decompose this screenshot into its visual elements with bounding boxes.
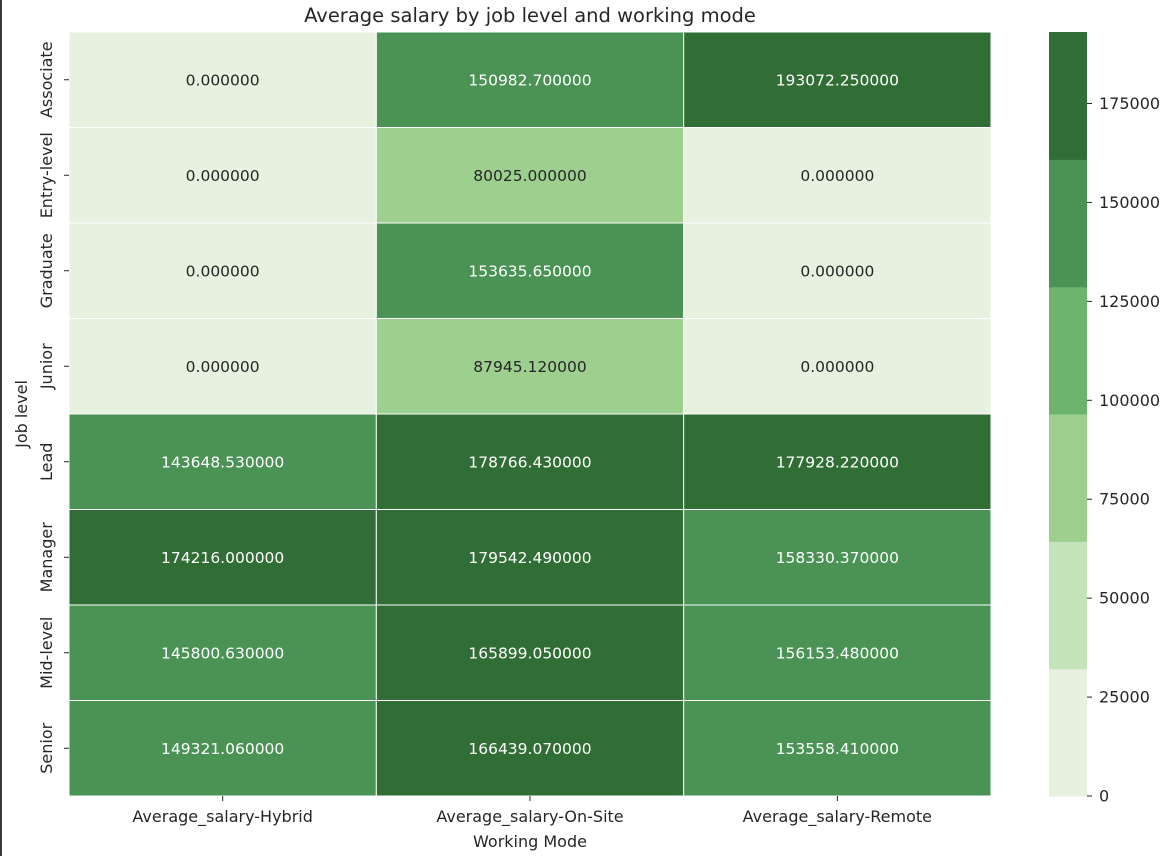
x-tick-label: Average_salary-Remote (743, 807, 932, 827)
colorbar-segment (1049, 541, 1087, 670)
heatmap-cell-label: 0.000000 (186, 71, 260, 89)
x-axis-ticks: Average_salary-Hybrid Average_salary-On-S… (132, 796, 932, 827)
heatmap-cell-label: 0.000000 (800, 358, 874, 376)
heatmap-cell (68, 604, 377, 701)
heatmap-cell (68, 318, 377, 415)
colorbar-segment (1049, 159, 1087, 288)
heatmap-cell-label: 143648.530000 (161, 453, 284, 471)
heatmap-cell (375, 700, 685, 797)
heatmap-cell-label: 80025.000000 (473, 167, 586, 185)
colorbar-segment (1049, 286, 1087, 415)
y-tick-label: Lead (37, 443, 56, 481)
heatmap-cell-label: 87945.120000 (473, 358, 586, 376)
chart-title: Average salary by job level and working … (304, 4, 756, 27)
heatmap-cell-label: 0.000000 (800, 167, 874, 185)
colorbar-tick-label: 0 (1099, 787, 1109, 806)
heatmap-cell (68, 413, 377, 510)
heatmap-cell-label: 165899.050000 (468, 644, 591, 662)
heatmap-cell (683, 700, 992, 797)
x-tick-label: Average_salary-On-Site (436, 807, 623, 827)
heatmap-cell-labels: 0.000000 150982.700000 193072.250000 0.0000… (161, 71, 899, 758)
heatmap-cell (375, 604, 685, 701)
heatmap-cell (68, 31, 377, 128)
colorbar-tick-label: 100000 (1099, 391, 1160, 410)
y-tick-label: Manager (37, 522, 56, 593)
x-axis-label: Working Mode (473, 832, 587, 851)
heatmap-cell-label: 177928.220000 (776, 453, 899, 471)
heatmap-cell (683, 413, 992, 510)
colorbar-tick-label: 175000 (1099, 94, 1160, 113)
colorbar-segment (1049, 414, 1087, 542)
colorbar-tick-label: 50000 (1099, 589, 1150, 608)
heatmap-cell (683, 318, 992, 415)
y-tick-label: Mid-level (37, 617, 56, 689)
heatmap-cell (68, 509, 377, 606)
heatmap-cell-label: 179542.490000 (468, 549, 591, 567)
heatmap-cell-label: 178766.430000 (468, 453, 591, 471)
heatmap-cell-label: 156153.480000 (776, 644, 899, 662)
y-tick-label: Junior (37, 343, 56, 390)
heatmap-cell (375, 222, 685, 319)
heatmap-cell (375, 318, 685, 415)
heatmap-cell (683, 31, 992, 128)
heatmap-cell (683, 509, 992, 606)
window-left-edge (0, 0, 2, 856)
y-tick-label: Entry-level (37, 132, 56, 218)
colorbar-segment (1049, 668, 1087, 797)
y-axis-ticks: Associate Entry-level Graduate Junior Lead Ma… (37, 41, 69, 774)
y-tick-label: Associate (37, 41, 56, 118)
heatmap-cell (375, 509, 685, 606)
y-tick-label: Senior (37, 722, 56, 773)
heatmap-cell-label: 0.000000 (186, 358, 260, 376)
heatmap-cell-label: 149321.060000 (161, 740, 284, 758)
heatmap-cell-label: 158330.370000 (776, 549, 899, 567)
heatmap-cell-label: 145800.630000 (161, 644, 284, 662)
heatmap-cell-label: 150982.700000 (468, 71, 591, 89)
colorbar-tick-label: 125000 (1099, 292, 1160, 311)
heatmap-cell-label: 0.000000 (186, 262, 260, 280)
colorbar-tick-label: 25000 (1099, 688, 1150, 707)
heatmap-cell-label: 166439.070000 (468, 740, 591, 758)
y-axis-label: Job level (12, 380, 31, 449)
heatmap-cell (683, 604, 992, 701)
heatmap-cell-label: 153558.410000 (776, 740, 899, 758)
colorbar-segment (1049, 32, 1087, 160)
heatmap-cell-label: 193072.250000 (776, 71, 899, 89)
x-tick-label: Average_salary-Hybrid (132, 807, 312, 827)
colorbar: 0 25000 50000 75000 100000 125000 150000 175000 (1049, 32, 1160, 806)
heatmap-cell-label: 153635.650000 (468, 262, 591, 280)
colorbar-tick-label: 75000 (1099, 490, 1150, 509)
heatmap-cell (375, 31, 685, 128)
heatmap-cell-label: 0.000000 (800, 262, 874, 280)
heatmap-cell-label: 174216.000000 (161, 549, 284, 567)
heatmap-cell (683, 222, 992, 319)
colorbar-tick-label: 150000 (1099, 193, 1160, 212)
heatmap-cells (68, 31, 992, 797)
y-tick-label: Graduate (37, 233, 56, 308)
heatmap-cell-label: 0.000000 (186, 167, 260, 185)
